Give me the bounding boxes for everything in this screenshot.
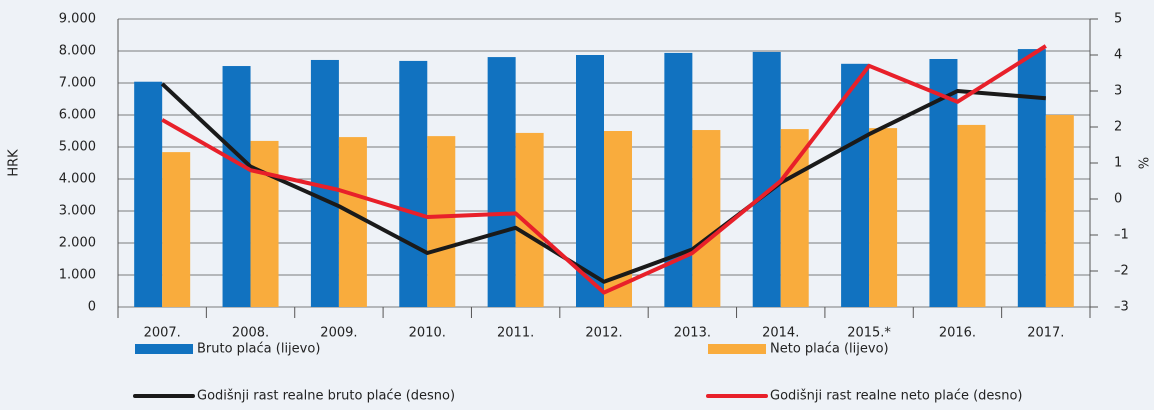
y2-tick-label: 0	[1114, 192, 1122, 207]
bar	[1045, 115, 1074, 307]
bar	[487, 57, 516, 307]
y-tick-label: 0	[88, 300, 96, 315]
x-tick-label: 2012.	[585, 326, 622, 341]
legend-swatch	[708, 344, 766, 354]
bar	[841, 63, 870, 307]
y2-tick-label: 3	[1114, 84, 1122, 99]
bar	[869, 128, 898, 307]
bar	[515, 132, 544, 307]
x-tick-label: 2011.	[497, 326, 534, 341]
bar	[250, 140, 279, 307]
bar	[338, 137, 367, 307]
bar	[399, 60, 428, 307]
x-tick-label: 2013.	[674, 326, 711, 341]
x-tick-label: 2014.	[762, 326, 799, 341]
bar	[780, 129, 809, 307]
x-tick-label: 2009.	[320, 326, 357, 341]
bar	[427, 136, 456, 307]
y2-tick-label: –3	[1114, 300, 1129, 315]
x-tick-label: 2017.	[1027, 326, 1064, 341]
y-tick-label: 1.000	[59, 268, 96, 283]
x-tick-label: 2010.	[409, 326, 446, 341]
y2-tick-label: 5	[1114, 12, 1122, 27]
legend-label: Godišnji rast realne bruto plaće (desno)	[197, 389, 455, 404]
bar	[664, 52, 693, 307]
y-tick-label: 9.000	[59, 12, 96, 27]
bar	[576, 55, 604, 307]
y2-tick-label: 2	[1114, 120, 1122, 135]
y2-axis-label: %	[1135, 157, 1150, 169]
bar	[692, 130, 721, 307]
y-tick-label: 6.000	[59, 108, 96, 123]
x-tick-label: 2015.*	[847, 326, 891, 341]
x-tick-label: 2007.	[144, 326, 181, 341]
bar	[752, 51, 781, 308]
y-tick-label: 5.000	[59, 140, 96, 155]
bar	[222, 66, 251, 307]
y-axis-label: HRK	[7, 149, 22, 177]
y-tick-label: 4.000	[59, 172, 96, 187]
bar	[162, 152, 191, 307]
y-tick-label: 2.000	[59, 236, 96, 251]
y2-tick-label: 4	[1114, 48, 1122, 63]
legend-label: Neto plaća (lijevo)	[770, 342, 889, 357]
line	[160, 82, 1046, 284]
y-tick-label: 8.000	[59, 44, 96, 59]
x-tick-label: 2016.	[939, 326, 976, 341]
line	[161, 44, 1047, 295]
bar	[957, 124, 986, 307]
legend-label: Godišnji rast realne neto plaće (desno)	[770, 389, 1022, 404]
legend-swatch	[135, 344, 193, 354]
x-tick-label: 2008.	[232, 326, 269, 341]
y2-tick-label: –1	[1114, 228, 1129, 243]
y2-tick-label: –2	[1114, 264, 1129, 279]
y-tick-label: 7.000	[59, 76, 96, 91]
y-tick-label: 3.000	[59, 204, 96, 219]
bar	[134, 81, 163, 307]
y2-tick-label: 1	[1114, 156, 1122, 171]
bar	[1017, 49, 1046, 308]
legend-label: Bruto plaća (lijevo)	[197, 342, 320, 357]
